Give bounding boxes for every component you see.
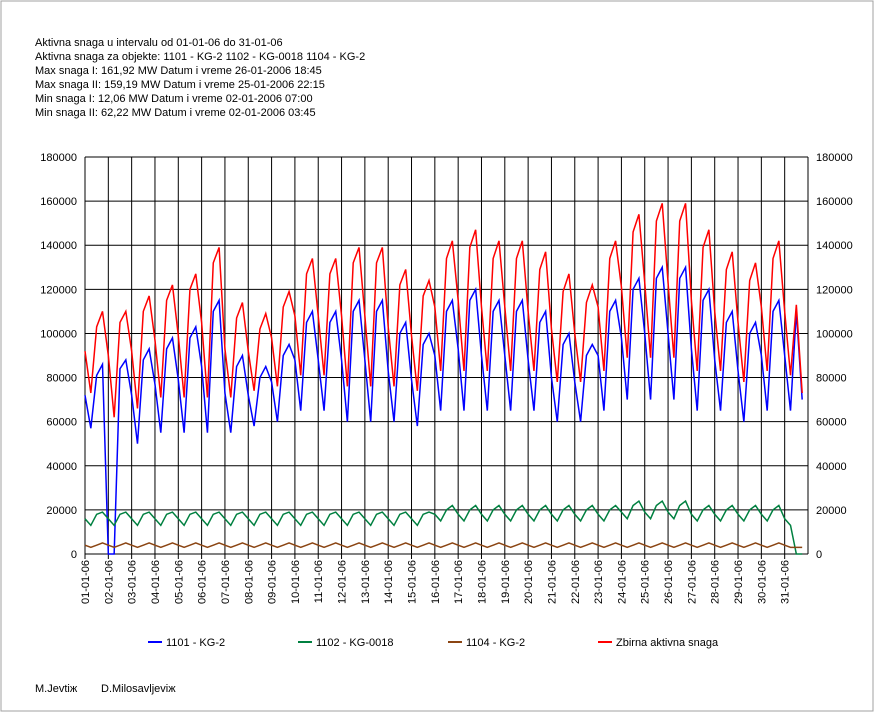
x-tick-label: 04-01-06	[150, 560, 162, 604]
x-tick-label: 09-01-06	[267, 560, 279, 604]
x-tick-label: 05-01-06	[173, 560, 185, 604]
x-tick-label: 10-01-06	[290, 560, 302, 604]
y2-tick-label: 100000	[816, 328, 853, 340]
x-tick-label: 02-01-06	[103, 560, 115, 604]
legend-label: 1104 - KG-2	[466, 637, 525, 649]
x-tick-label: 31-01-06	[780, 560, 792, 604]
y-tick-label: 160000	[40, 196, 77, 208]
y-tick-label: 40000	[46, 461, 77, 473]
legend-label: Zbirna aktivna snaga	[616, 637, 719, 649]
y2-tick-label: 140000	[816, 240, 853, 252]
x-tick-label: 15-01-06	[407, 560, 419, 604]
y2-tick-label: 160000	[816, 196, 853, 208]
x-tick-label: 21-01-06	[546, 560, 558, 604]
x-tick-label: 18-01-06	[476, 560, 488, 604]
x-tick-label: 16-01-06	[430, 560, 442, 604]
y2-tick-label: 120000	[816, 284, 853, 296]
legend-label: 1102 - KG-0018	[316, 637, 393, 649]
x-tick-label: 17-01-06	[453, 560, 465, 604]
x-tick-label: 12-01-06	[337, 560, 349, 604]
header-line: Max snaga I: 161,92 MW Datum i vreme 26-…	[35, 65, 322, 77]
y-tick-label: 100000	[40, 328, 77, 340]
y-tick-label: 0	[71, 549, 77, 561]
y2-tick-label: 0	[816, 549, 822, 561]
x-tick-label: 20-01-06	[523, 560, 535, 604]
y2-tick-label: 40000	[816, 461, 847, 473]
x-tick-label: 28-01-06	[710, 560, 722, 604]
x-tick-label: 24-01-06	[616, 560, 628, 604]
x-tick-label: 27-01-06	[686, 560, 698, 604]
header-line: Max snaga II: 159,19 MW Datum i vreme 25…	[35, 79, 325, 91]
footer-name: M.Jevtiж	[35, 683, 78, 695]
header-line: Min snaga II: 62,22 MW Datum i vreme 02-…	[35, 107, 316, 119]
x-tick-label: 26-01-06	[663, 560, 675, 604]
y2-tick-label: 180000	[816, 152, 853, 164]
y-tick-label: 20000	[46, 505, 77, 517]
y-tick-label: 120000	[40, 284, 77, 296]
y-tick-label: 180000	[40, 152, 77, 164]
x-tick-label: 11-01-06	[313, 560, 325, 603]
legend-label: 1101 - KG-2	[166, 637, 225, 649]
y2-tick-label: 60000	[816, 417, 847, 429]
x-tick-label: 03-01-06	[127, 560, 139, 604]
header-line: Aktivna snaga u intervalu od 01-01-06 do…	[35, 37, 283, 49]
x-tick-label: 25-01-06	[640, 560, 652, 604]
x-tick-label: 13-01-06	[360, 560, 372, 604]
x-tick-label: 01-01-06	[80, 560, 92, 604]
x-tick-label: 29-01-06	[733, 560, 745, 604]
series-line	[84, 499, 803, 555]
x-tick-label: 14-01-06	[383, 560, 395, 604]
x-tick-label: 07-01-06	[220, 560, 232, 604]
series-line	[84, 203, 803, 418]
y-tick-label: 60000	[46, 417, 77, 429]
y-tick-label: 140000	[40, 240, 77, 252]
y2-tick-label: 20000	[816, 505, 847, 517]
x-tick-label: 22-01-06	[570, 560, 582, 604]
x-tick-label: 30-01-06	[756, 560, 768, 604]
y-tick-label: 80000	[46, 373, 77, 385]
x-tick-label: 23-01-06	[593, 560, 605, 604]
x-tick-label: 06-01-06	[197, 560, 209, 604]
series-line	[84, 264, 803, 555]
header-line: Min snaga I: 12,06 MW Datum i vreme 02-0…	[35, 93, 313, 105]
header-line: Aktivna snaga za objekte: 1101 - KG-2 11…	[35, 51, 365, 63]
x-tick-label: 08-01-06	[243, 560, 255, 604]
footer-name: D.Milosavljeviж	[101, 683, 176, 695]
y2-tick-label: 80000	[816, 373, 847, 385]
x-tick-label: 19-01-06	[500, 560, 512, 604]
series-line	[84, 542, 803, 549]
